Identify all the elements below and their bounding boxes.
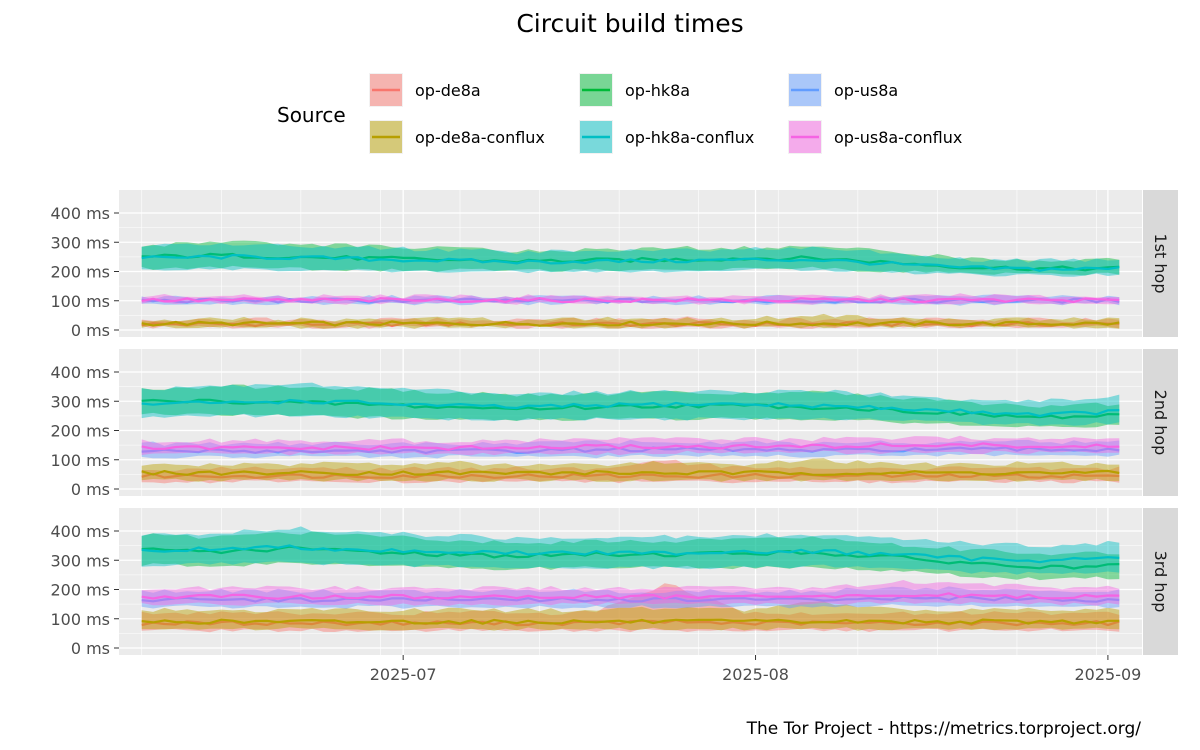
series-median-line [141,469,1120,476]
series-op-de8a [141,459,1120,484]
series-op-de8a-conflux [141,601,1120,631]
series-band [141,601,1120,631]
y-tick-label: 300 ms [50,392,110,411]
facet-panel-1st-hop: 0 ms 100 ms 200 ms 300 ms 400 ms 1st hop [50,190,1178,340]
panel-background [119,508,1142,655]
series-op-us8a-conflux [141,293,1120,305]
facet-strip [1143,508,1178,655]
y-tick-label: 400 ms [50,522,110,541]
facet-strip-label: 1st hop [1151,234,1170,294]
x-tick-label: 2025-08 [722,665,789,684]
x-axis: 2025-07 2025-08 2025-09 [370,655,1141,684]
y-tick-label: 100 ms [50,451,110,470]
series-op-us8a-conflux [141,435,1120,456]
legend-item-op-hk8a-conflux: op-hk8a-conflux [579,120,754,154]
series-median-line [141,618,1120,625]
legend-title: Source [277,103,346,127]
legend-label: op-hk8a [625,81,690,100]
series-median-line [141,442,1120,451]
series-median-line [141,595,1120,603]
series-band [141,580,1120,606]
facet-strip-label: 3rd hop [1151,551,1170,613]
chart-title: Circuit build times [516,9,743,38]
series-median-line [141,320,1120,327]
y-tick-label: 400 ms [50,363,110,382]
series-op-hk8a-conflux [141,382,1120,426]
y-tick-label: 200 ms [50,422,110,441]
series-op-hk8a-conflux [141,243,1120,277]
series-median-line [141,297,1120,304]
chart-caption: The Tor Project - https://metrics.torpro… [746,719,1142,739]
legend-label: op-us8a [834,81,898,100]
series-band [141,586,1120,609]
series-op-us8a [141,586,1120,609]
series-op-us8a-conflux [141,580,1120,606]
y-tick-label: 0 ms [71,639,110,658]
y-tick-label: 0 ms [71,480,110,499]
series-op-hk8a-conflux [141,526,1120,575]
series-band [141,240,1120,276]
y-tick-label: 300 ms [50,551,110,570]
legend-item-op-us8a: op-us8a [788,73,898,107]
facet-panel-2nd-hop: 0 ms 100 ms 200 ms 300 ms 400 ms 2nd hop [50,349,1178,499]
y-tick-label: 100 ms [50,292,110,311]
y-tick-label: 0 ms [71,321,110,340]
series-median-line [141,398,1120,418]
y-tick-label: 100 ms [50,610,110,629]
facet-strip-label: 2nd hop [1151,390,1170,456]
facet-strip [1143,190,1178,337]
legend-label: op-hk8a-conflux [625,128,754,147]
y-tick-label: 200 ms [50,581,110,600]
legend-item-op-de8a: op-de8a [369,73,481,107]
series-band [141,293,1120,305]
legend-item-op-hk8a: op-hk8a [579,73,690,107]
series-median-line [141,254,1120,272]
y-tick-label: 400 ms [50,204,110,223]
legend: op-de8a op-de8a-conflux op-hk8a op-hk8a-con… [369,73,962,154]
y-tick-label: 300 ms [50,233,110,252]
series-median-line [141,544,1120,564]
panel-background [119,190,1142,337]
legend-label: op-de8a [415,81,481,100]
y-tick-label: 200 ms [50,263,110,282]
legend-label: op-de8a-conflux [415,128,545,147]
facet-panel-3rd-hop: 0 ms 100 ms 200 ms 300 ms 400 ms 3rd hop [50,508,1178,658]
series-median-line [141,592,1120,600]
series-median-line [141,472,1120,479]
series-band [141,458,1120,482]
facet-panels: 0 ms 100 ms 200 ms 300 ms 400 ms 1st hop 0 ms 1… [50,190,1178,658]
series-median-line [141,446,1120,454]
facet-strip [1143,349,1178,496]
legend-item-op-us8a-conflux: op-us8a-conflux [788,120,962,154]
legend-label: op-us8a-conflux [834,128,962,147]
legend-item-op-de8a-conflux: op-de8a-conflux [369,120,545,154]
series-op-de8a-conflux [141,458,1120,482]
series-op-de8a-conflux [141,313,1120,329]
x-tick-label: 2025-07 [370,665,437,684]
x-tick-label: 2025-09 [1074,665,1141,684]
